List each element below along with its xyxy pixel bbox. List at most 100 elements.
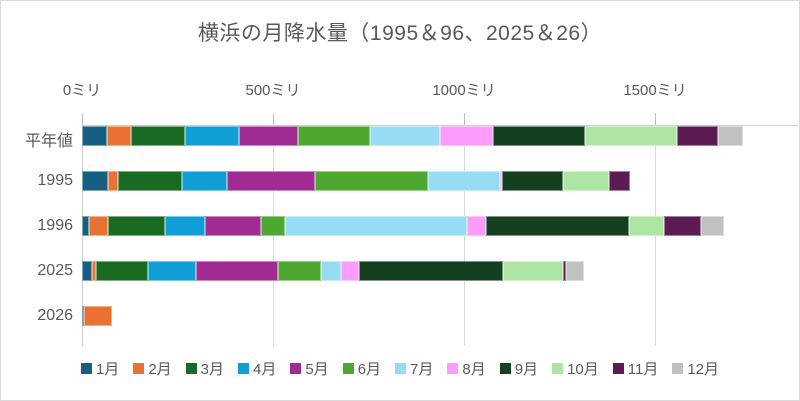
legend-item-0[interactable]: 1月 <box>80 358 120 379</box>
bar-segment-0-11[interactable] <box>717 126 744 146</box>
bar-segment-1-8[interactable] <box>501 171 563 191</box>
legend-label: 8月 <box>462 361 486 378</box>
legend-item-7[interactable]: 8月 <box>447 358 486 379</box>
legend-item-10[interactable]: 11月 <box>612 358 659 379</box>
bar-segment-3-11[interactable] <box>565 261 584 281</box>
bar-segment-2-2[interactable] <box>108 216 166 236</box>
legend-swatch-icon <box>612 363 624 374</box>
bar-segment-2-8[interactable] <box>486 216 630 236</box>
bar-segment-0-9[interactable] <box>584 126 677 146</box>
bar-segment-0-5[interactable] <box>297 126 370 146</box>
legend-label: 3月 <box>200 361 224 378</box>
bar-segment-0-1[interactable] <box>106 126 132 146</box>
bar-segment-3-10[interactable] <box>562 261 566 281</box>
category-label: 1995 <box>37 172 73 189</box>
category-label: 平年値 <box>24 133 73 150</box>
legend-item-11[interactable]: 12月 <box>672 358 719 379</box>
bar-segment-1-6[interactable] <box>427 171 500 191</box>
x-axis-tick-mark <box>464 113 465 125</box>
legend-item-1[interactable]: 2月 <box>133 358 172 379</box>
bar-segment-1-4[interactable] <box>226 171 316 191</box>
bar-segment-1-10[interactable] <box>609 171 630 191</box>
legend-item-3[interactable]: 4月 <box>238 358 276 379</box>
legend-label: 6月 <box>357 361 382 378</box>
bar-segment-0-6[interactable] <box>369 126 440 146</box>
bar-segment-1-5[interactable] <box>315 171 428 191</box>
bar-segment-4-1[interactable] <box>83 306 113 326</box>
bar-segment-4-0[interactable] <box>82 306 84 326</box>
bar-segment-3-2[interactable] <box>95 261 148 281</box>
bar-segment-3-5[interactable] <box>278 261 321 281</box>
category-label: 1996 <box>37 217 73 234</box>
bar-segment-1-1[interactable] <box>108 171 118 191</box>
bar-segment-0-0[interactable] <box>82 126 107 146</box>
bar-segment-1-7[interactable] <box>499 171 502 191</box>
bar-segment-1-9[interactable] <box>562 171 610 191</box>
bar-segment-2-0[interactable] <box>82 216 90 236</box>
legend-label: 5月 <box>305 361 329 378</box>
legend-item-8[interactable]: 9月 <box>499 358 539 379</box>
bar-segment-2-1[interactable] <box>89 216 109 236</box>
legend-item-2[interactable]: 3月 <box>185 358 224 379</box>
x-axis-tick-label: 500ミリ <box>245 82 301 99</box>
bar-segment-2-3[interactable] <box>165 216 206 236</box>
bar-segment-2-7[interactable] <box>467 216 487 236</box>
legend-label: 1月 <box>95 361 120 378</box>
x-axis-tick-mark <box>655 113 656 125</box>
legend-label: 9月 <box>514 361 539 378</box>
legend-label: 7月 <box>410 361 434 378</box>
legend-label: 12月 <box>687 361 720 378</box>
legend-swatch-icon <box>447 363 459 374</box>
bar-segment-2-5[interactable] <box>261 216 286 236</box>
legend-swatch-icon <box>185 363 197 374</box>
x-axis-tick-mark <box>273 113 274 125</box>
legend-swatch-icon <box>342 363 354 374</box>
legend-swatch-icon <box>290 363 302 374</box>
x-axis-tick-label: 1000ミリ <box>432 82 496 99</box>
bar-segment-0-3[interactable] <box>184 126 240 146</box>
bar-segment-1-0[interactable] <box>82 171 109 191</box>
legend-label: 4月 <box>253 361 277 378</box>
bar-segment-3-0[interactable] <box>82 261 92 281</box>
bar-segment-1-2[interactable] <box>117 171 183 191</box>
bar-segment-0-2[interactable] <box>131 126 185 146</box>
legend-swatch-icon <box>395 363 407 374</box>
x-axis-tick-label: 1500ミリ <box>623 82 687 99</box>
bar-segment-2-10[interactable] <box>664 216 702 236</box>
bar-segment-3-1[interactable] <box>91 261 96 281</box>
bar-segment-3-3[interactable] <box>147 261 196 281</box>
x-axis-tick-label: 0ミリ <box>62 82 102 99</box>
category-label: 2025 <box>37 262 73 279</box>
legend: 1月 2月 3月 4月 5月 6月 7月 8月 9月 10月 11月 12月 <box>1 358 799 379</box>
legend-item-4[interactable]: 5月 <box>290 358 329 379</box>
legend-swatch-icon <box>238 363 249 374</box>
bar-segment-0-8[interactable] <box>492 126 585 146</box>
legend-swatch-icon <box>133 363 145 374</box>
bar-segment-2-9[interactable] <box>629 216 665 236</box>
legend-item-5[interactable]: 6月 <box>342 358 382 379</box>
category-label: 2026 <box>37 307 73 324</box>
legend-label: 2月 <box>148 361 172 378</box>
bar-segment-3-4[interactable] <box>195 261 279 281</box>
bar-segment-2-4[interactable] <box>205 216 262 236</box>
bar-segment-1-3[interactable] <box>182 171 227 191</box>
bar-segment-0-10[interactable] <box>676 126 718 146</box>
legend-label: 11月 <box>627 361 659 378</box>
legend-swatch-icon <box>80 363 92 374</box>
bar-segment-3-6[interactable] <box>320 261 341 281</box>
bar-segment-3-9[interactable] <box>503 261 563 281</box>
legend-swatch-icon <box>672 363 684 374</box>
legend-swatch-icon <box>552 363 564 374</box>
bar-segment-2-6[interactable] <box>285 216 468 236</box>
bar-segment-0-7[interactable] <box>439 126 493 146</box>
bar-segment-0-4[interactable] <box>239 126 298 146</box>
bar-segment-3-7[interactable] <box>340 261 359 281</box>
legend-item-9[interactable]: 10月 <box>552 358 599 379</box>
x-axis-tick-mark <box>82 113 83 125</box>
bar-segment-2-11[interactable] <box>701 216 725 236</box>
legend-item-6[interactable]: 7月 <box>395 358 433 379</box>
chart-title: 横浜の月降水量（1995＆96、2025＆26） <box>197 22 603 45</box>
bar-segment-3-8[interactable] <box>358 261 504 281</box>
x-axis-line <box>82 125 798 126</box>
